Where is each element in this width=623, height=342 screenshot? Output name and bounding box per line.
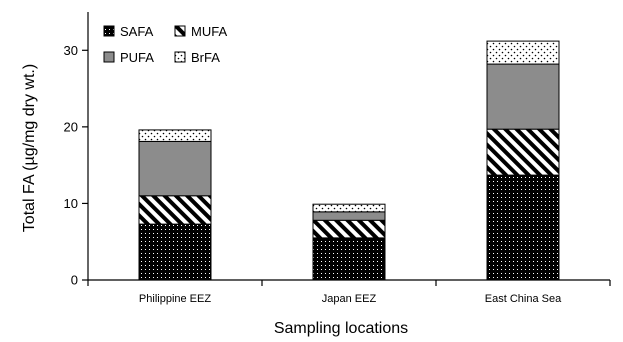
bar-east-china-sea-brfa bbox=[486, 40, 560, 65]
bar-philippine-eez-pufa bbox=[138, 140, 212, 197]
bar-japan-eez-brfa bbox=[312, 203, 386, 213]
legend-label-brfa: BrFA bbox=[191, 50, 220, 65]
x-axis-title: Sampling locations bbox=[274, 320, 408, 337]
y-tick-label: 30 bbox=[64, 43, 78, 58]
y-tick-label: 0 bbox=[71, 273, 78, 288]
legend: SAFA MUFA PUFA BrFA bbox=[103, 24, 227, 65]
bar-philippine-eez-brfa bbox=[138, 129, 212, 142]
y-tick-label: 10 bbox=[64, 196, 78, 211]
legend-label-pufa: PUFA bbox=[120, 50, 154, 65]
legend-swatch-safa bbox=[103, 25, 115, 37]
legend-label-safa: SAFA bbox=[120, 24, 154, 39]
x-tick-label: East China Sea bbox=[485, 293, 562, 305]
y-axis-title: Total FA (µg/mg dry wt.) bbox=[21, 64, 38, 232]
legend-swatch-brfa bbox=[174, 51, 186, 63]
bar-east-china-sea-safa bbox=[486, 174, 560, 281]
legend-swatch-pufa bbox=[103, 51, 115, 63]
bar-philippine-eez-mufa bbox=[138, 195, 212, 225]
x-tick-label: Philippine EEZ bbox=[139, 293, 211, 305]
y-tick-label: 20 bbox=[64, 119, 78, 134]
bar-japan-eez-mufa bbox=[312, 219, 386, 239]
legend-swatch-mufa bbox=[174, 25, 186, 37]
bar-east-china-sea-mufa bbox=[486, 128, 560, 176]
axes-group: 0 10 20 30 Philippine EEZ Japan EEZ East China… bbox=[64, 12, 611, 305]
bars-group bbox=[138, 40, 560, 281]
bar-east-china-sea-pufa bbox=[486, 63, 560, 130]
bar-japan-eez-safa bbox=[312, 237, 386, 281]
x-tick-label: Japan EEZ bbox=[322, 293, 377, 305]
legend-label-mufa: MUFA bbox=[191, 24, 227, 39]
bar-japan-eez-pufa bbox=[312, 211, 386, 221]
bar-philippine-eez-safa bbox=[138, 223, 212, 281]
